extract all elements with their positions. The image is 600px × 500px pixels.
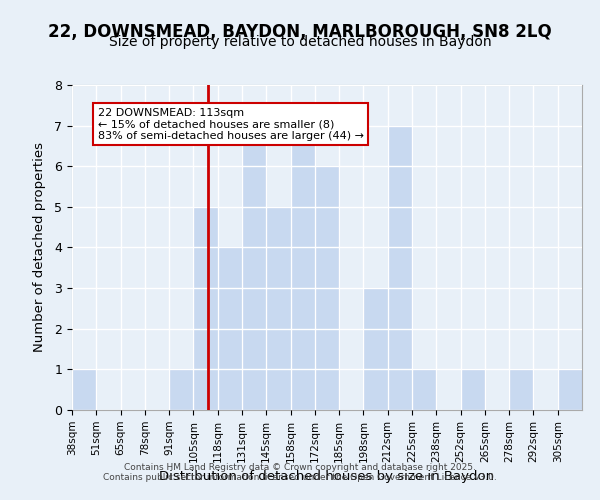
Bar [193,207,218,410]
Bar [290,126,315,410]
Bar [461,370,485,410]
Bar [266,207,290,410]
Text: 22 DOWNSMEAD: 113sqm
← 15% of detached houses are smaller (8)
83% of semi-detach: 22 DOWNSMEAD: 113sqm ← 15% of detached h… [97,108,364,141]
X-axis label: Distribution of detached houses by size in Baydon: Distribution of detached houses by size … [160,470,494,483]
Bar [72,370,96,410]
Bar [558,370,582,410]
Text: Contains HM Land Registry data © Crown copyright and database right 2025.: Contains HM Land Registry data © Crown c… [124,462,476,471]
Y-axis label: Number of detached properties: Number of detached properties [33,142,46,352]
Bar [509,370,533,410]
Bar [169,370,193,410]
Text: 22, DOWNSMEAD, BAYDON, MARLBOROUGH, SN8 2LQ: 22, DOWNSMEAD, BAYDON, MARLBOROUGH, SN8 … [48,22,552,40]
Bar [412,370,436,410]
Bar [218,248,242,410]
Bar [315,166,339,410]
Text: Size of property relative to detached houses in Baydon: Size of property relative to detached ho… [109,35,491,49]
Bar [242,126,266,410]
Bar [388,126,412,410]
Text: Contains public sector information licensed under the Open Government Licence v3: Contains public sector information licen… [103,472,497,482]
Bar [364,288,388,410]
